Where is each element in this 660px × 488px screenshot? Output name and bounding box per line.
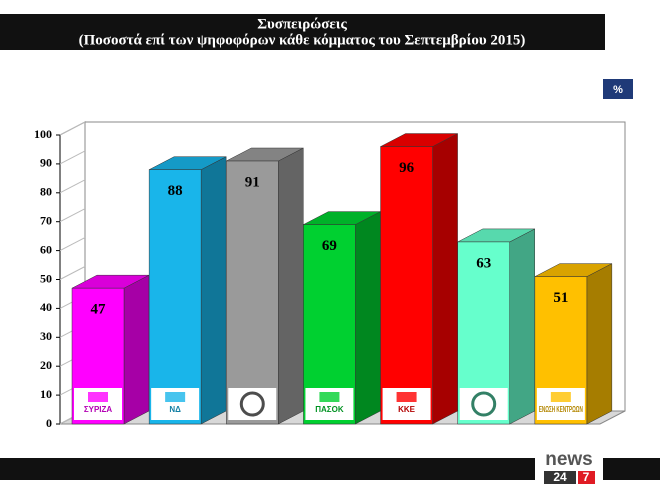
party-logo-text: ΝΔ [169, 405, 181, 414]
bar-side [509, 228, 535, 425]
party-logo-mark [88, 392, 108, 402]
footer-num2: 7 [583, 470, 590, 484]
party-logo-mark [471, 391, 497, 417]
wall-grid [59, 208, 86, 223]
party-logo-mark [396, 392, 417, 402]
chart-title: Συσπειρώσεις [257, 16, 347, 32]
party-logo-text: ΕΝΩΣΗ ΚΕΝΤΡΩΩΝ [539, 405, 583, 414]
value-label: 91 [245, 174, 260, 190]
title-band [0, 14, 605, 50]
party-logo-mark [165, 392, 186, 402]
footer-num2-box [578, 471, 595, 484]
value-label: 69 [322, 238, 337, 254]
unit-badge-box [603, 79, 633, 99]
footer-num1-box [544, 471, 576, 484]
value-label: 63 [476, 255, 491, 271]
y-tick-label: 40 [40, 300, 52, 314]
unit-badge: % [613, 84, 623, 96]
value-label: 51 [553, 290, 568, 306]
footer-brand: news [545, 449, 593, 470]
bar [226, 160, 279, 425]
bar [380, 146, 433, 425]
party-logo-text: ΠΑΣΟΚ [315, 405, 344, 414]
value-label: 47 [91, 302, 107, 318]
wall-grid [59, 150, 86, 165]
y-tick-label: 80 [40, 185, 52, 199]
bar-side [586, 263, 613, 425]
y-tick-label: 90 [40, 156, 52, 170]
y-tick-label: 50 [40, 271, 52, 285]
bar-side [432, 133, 458, 425]
y-tick-label: 60 [40, 242, 52, 256]
wall-grid [59, 179, 86, 194]
party-logo-mark [239, 391, 265, 417]
wall-grid [59, 237, 86, 252]
bar-side [278, 147, 304, 425]
chart-subtitle: (Ποσοστά επί των ψηφοφόρων κάθε κόμματος… [79, 32, 526, 48]
y-tick-label: 10 [40, 387, 52, 401]
wall-grid [59, 121, 86, 136]
party-logo-text: ΚΚΕ [398, 405, 416, 414]
party-logo-mark [550, 392, 571, 402]
y-tick-label: 100 [34, 127, 52, 141]
bar-side [123, 274, 150, 425]
value-label: 88 [168, 183, 183, 199]
y-tick-label: 0 [46, 416, 52, 430]
y-tick-label: 70 [40, 213, 52, 227]
y-tick-label: 30 [40, 329, 52, 343]
bar [148, 169, 202, 425]
y-tick-label: 20 [40, 358, 52, 372]
party-logo-mark [319, 392, 340, 402]
bar-side [355, 211, 381, 425]
bar-side [200, 156, 227, 425]
value-label: 96 [399, 160, 415, 176]
footer-band [0, 458, 660, 480]
party-logo-text: ΣΥΡΙΖΑ [84, 405, 113, 414]
footer-num1: 24 [553, 470, 567, 484]
wall-grid [59, 266, 86, 280]
